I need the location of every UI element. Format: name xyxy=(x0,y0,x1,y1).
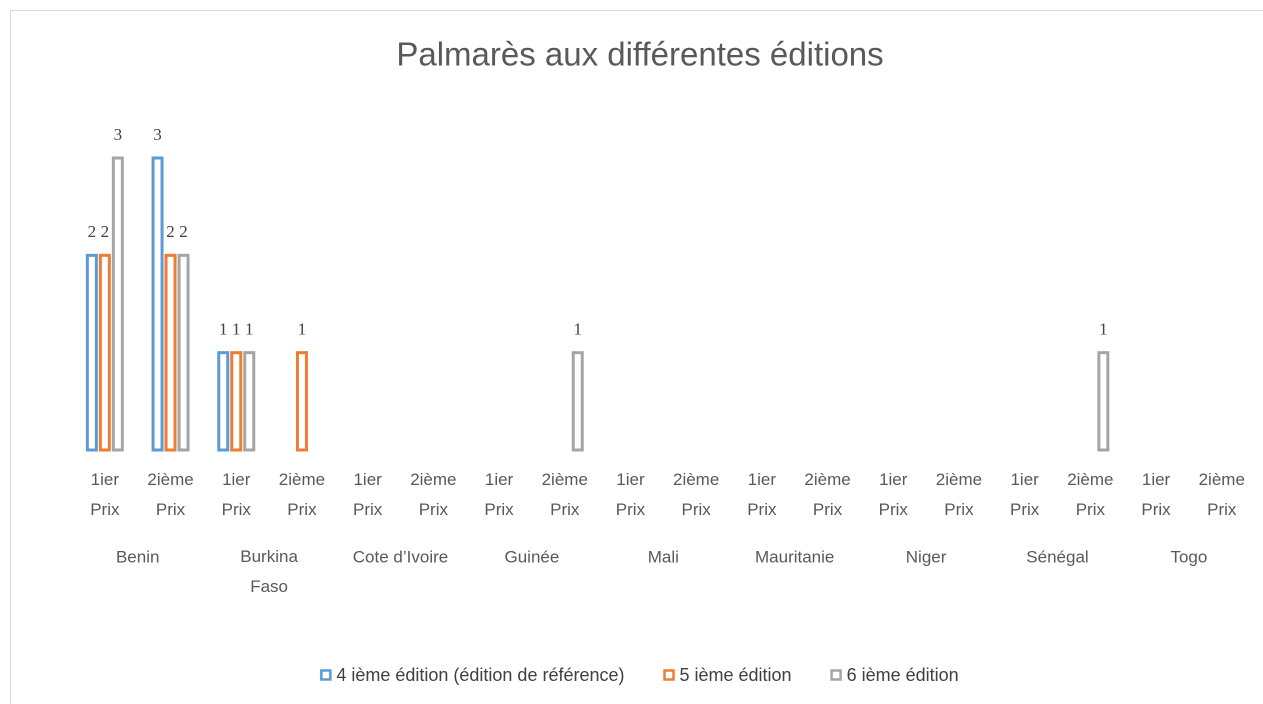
x-tick-label: 1ier Prix xyxy=(1010,470,1040,519)
group-label: Niger xyxy=(906,547,947,566)
data-label: 2 xyxy=(179,222,188,241)
chart-title: Palmarès aux différentes éditions xyxy=(396,36,883,73)
x-tick-label: 2ième Prix xyxy=(279,470,325,519)
x-tick-label: 2ième Prix xyxy=(1067,470,1113,519)
bar xyxy=(243,351,256,452)
bar xyxy=(177,253,190,452)
x-tick-label: 2ième Prix xyxy=(804,470,850,519)
data-label: 1 xyxy=(1099,320,1108,339)
data-label: 2 xyxy=(166,222,175,241)
group-label: Mauritanie xyxy=(755,547,834,566)
data-label: 3 xyxy=(153,125,162,144)
x-tick-label: 1ier Prix xyxy=(747,470,777,519)
data-label: 3 xyxy=(114,125,123,144)
group-label: Guinée xyxy=(504,547,559,566)
x-tick-label: 2ième Prix xyxy=(673,470,719,519)
legend-label: 5 ième édition xyxy=(680,665,792,685)
data-label: 1 xyxy=(245,320,254,339)
x-tick-label: 1ier Prix xyxy=(484,470,514,519)
x-tick-label: 2ième Prix xyxy=(1199,470,1245,519)
data-label: 2 xyxy=(101,222,110,241)
group-label: Sénégal xyxy=(1026,547,1088,566)
legend-swatch xyxy=(663,669,675,681)
bar xyxy=(164,253,177,452)
x-tick-label: 1ier Prix xyxy=(879,470,909,519)
bar xyxy=(1097,351,1110,452)
group-label: Cote d’Ivoire xyxy=(353,547,448,566)
data-label: 1 xyxy=(298,320,307,339)
legend-swatch xyxy=(830,669,842,681)
bar xyxy=(217,351,230,452)
group-label: Benin xyxy=(116,547,159,566)
data-label: 1 xyxy=(232,320,241,339)
legend-label: 6 ième édition xyxy=(847,665,959,685)
legend-label: 4 ième édition (édition de référence) xyxy=(336,665,624,685)
bar xyxy=(111,156,124,452)
bar xyxy=(230,351,243,452)
data-label: 1 xyxy=(219,320,228,339)
x-tick-label: 1ier Prix xyxy=(90,470,120,519)
group-label: Togo xyxy=(1170,547,1207,566)
x-tick-label: 2ième Prix xyxy=(410,470,456,519)
legend-swatch xyxy=(320,669,332,681)
x-tick-label: 1ier Prix xyxy=(353,470,383,519)
bar xyxy=(98,253,111,452)
bar xyxy=(571,351,584,452)
x-tick-label: 1ier Prix xyxy=(222,470,252,519)
x-tick-label: 2ième Prix xyxy=(936,470,982,519)
data-label: 1 xyxy=(574,320,583,339)
x-tick-label: 1ier Prix xyxy=(1141,470,1171,519)
x-tick-label: 2ième Prix xyxy=(542,470,588,519)
x-tick-label: 1ier Prix xyxy=(616,470,646,519)
x-tick-label: 2ième Prix xyxy=(147,470,193,519)
group-label: Burkina Faso xyxy=(240,547,298,596)
bar xyxy=(85,253,98,452)
bar xyxy=(151,156,164,452)
group-label: Mali xyxy=(648,547,679,566)
bar xyxy=(295,351,308,452)
data-label: 2 xyxy=(88,222,97,241)
